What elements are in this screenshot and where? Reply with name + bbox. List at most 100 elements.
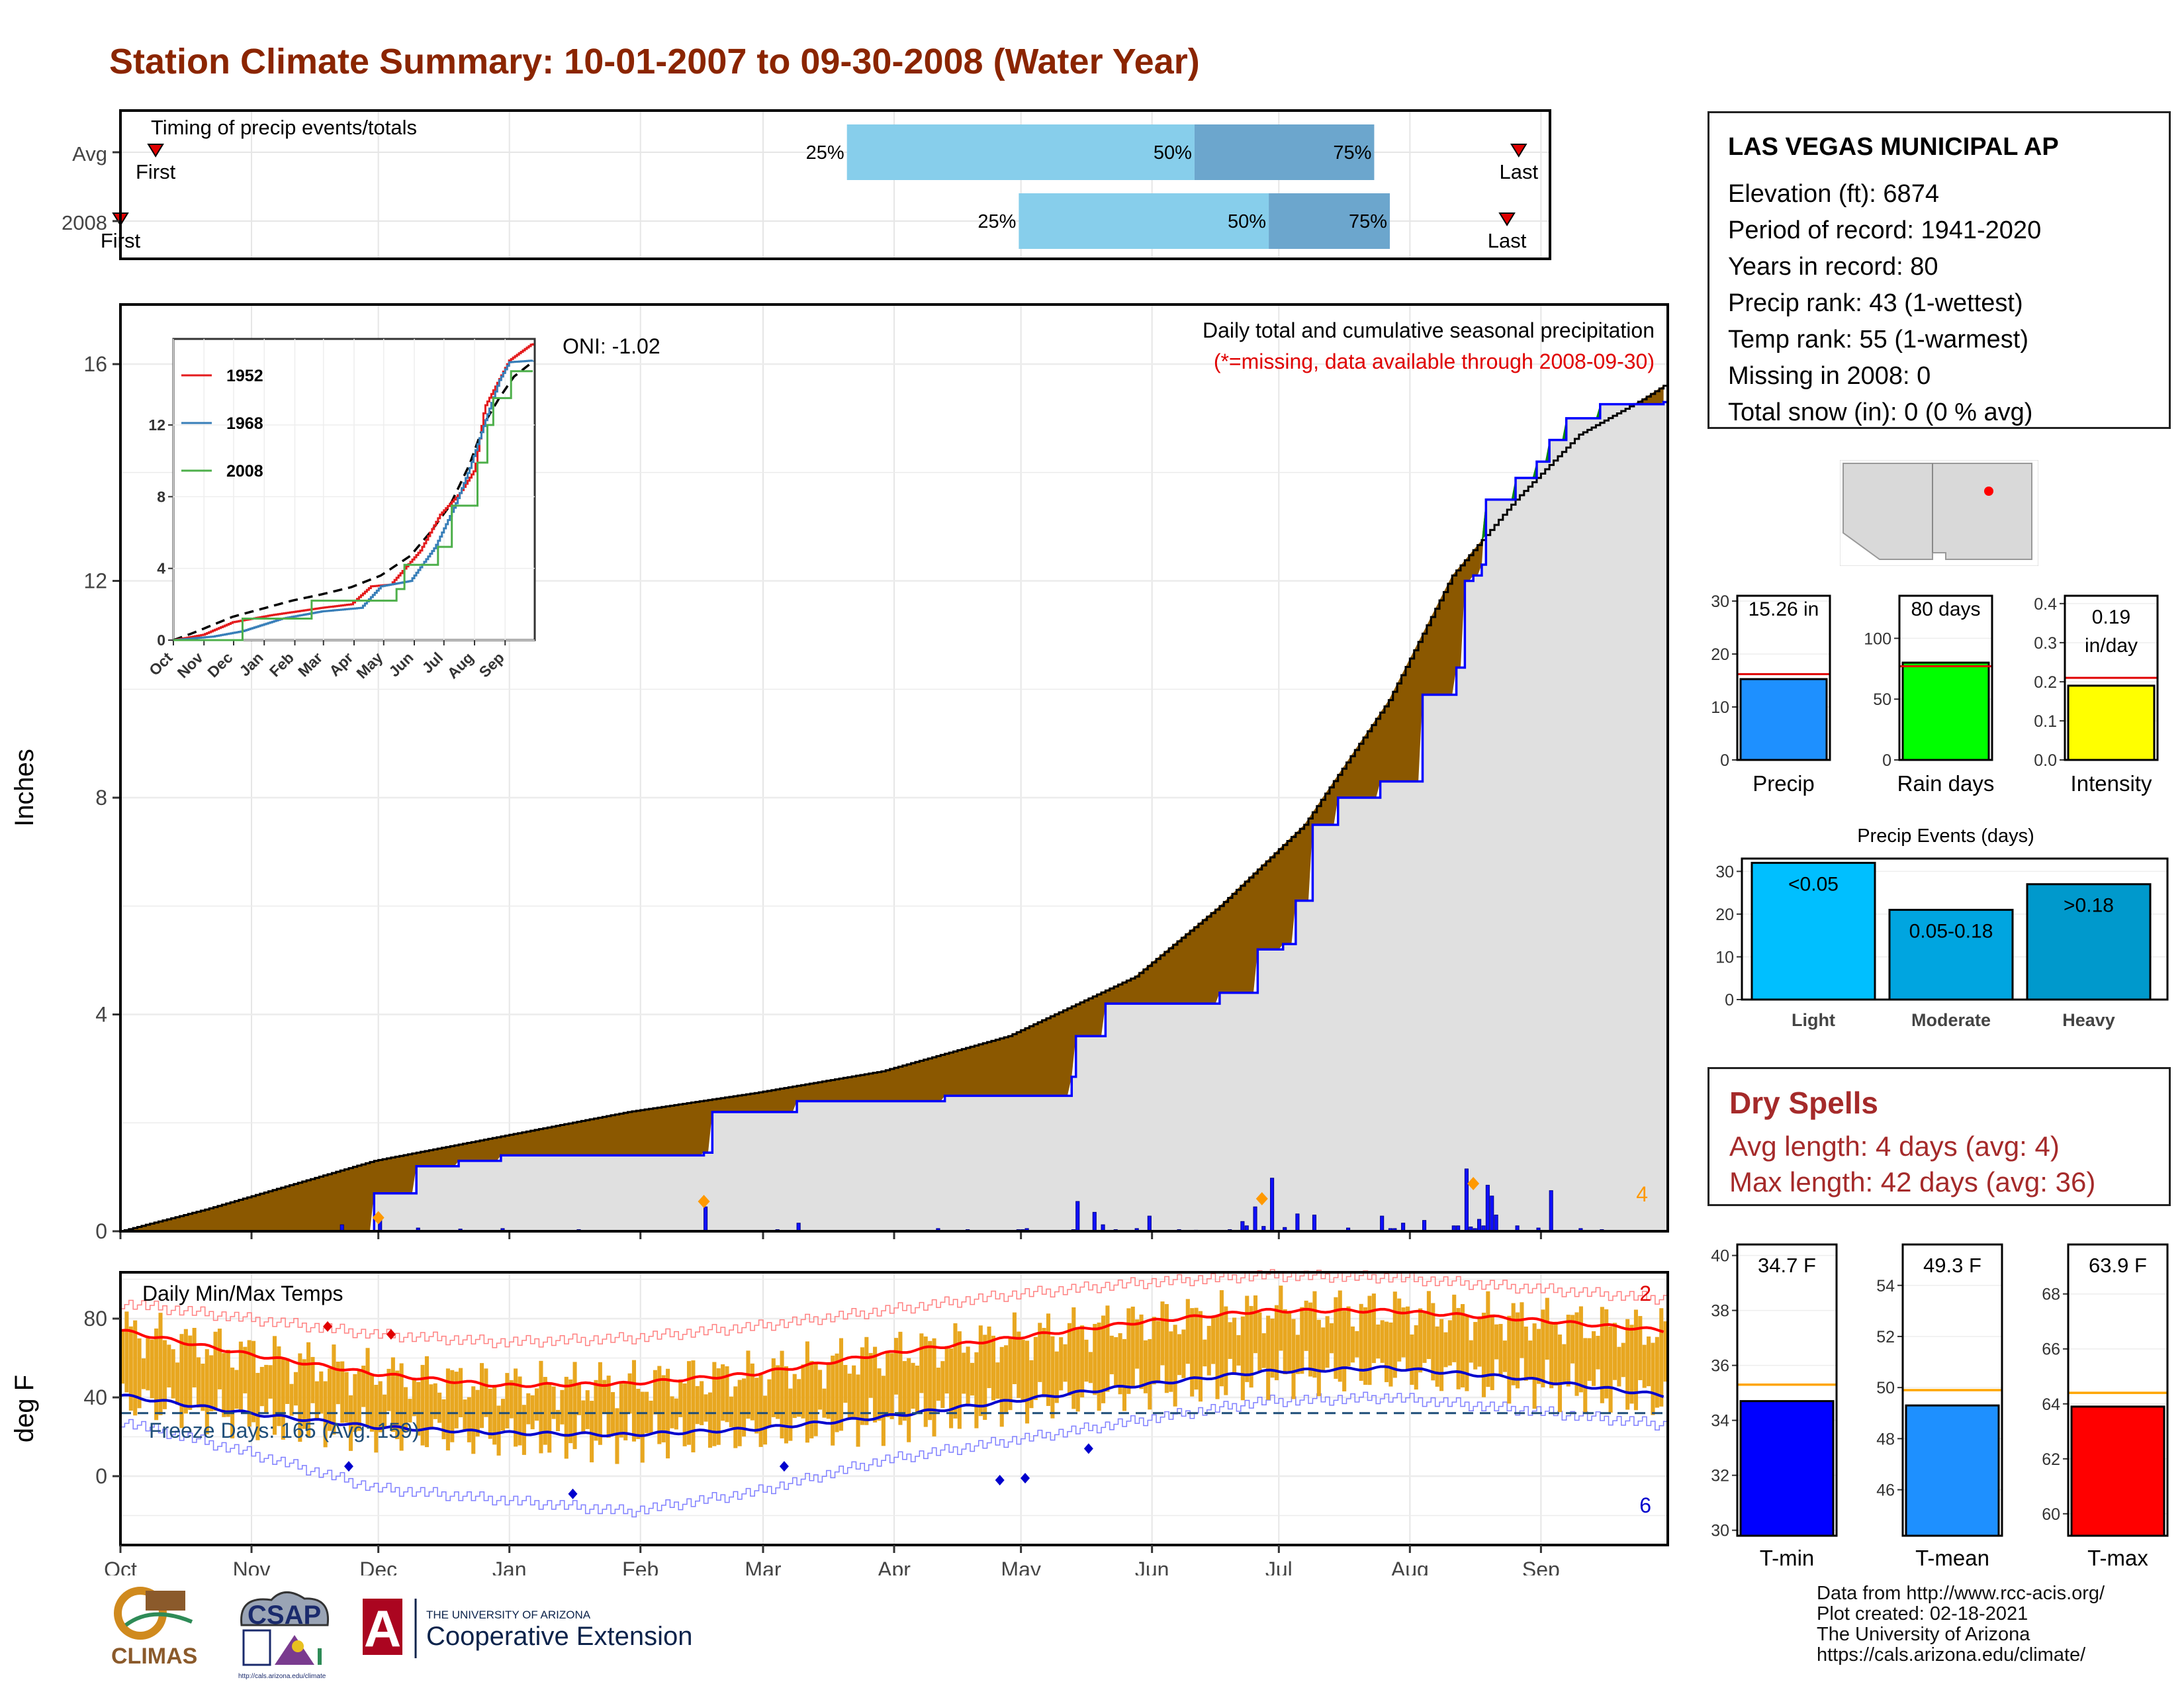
temp-daily-bar	[1481, 1313, 1486, 1397]
side-value-label: 80 days	[1911, 598, 1980, 620]
temp-daily-bar	[353, 1374, 357, 1432]
temp-daily-bar	[1071, 1307, 1076, 1409]
temp-daily-bar	[590, 1401, 594, 1463]
temp-daily-bar	[839, 1338, 844, 1431]
temp-daily-bar	[543, 1377, 547, 1445]
temp-daily-bar	[1541, 1309, 1545, 1387]
temp-daily-bar	[424, 1356, 430, 1448]
inset-month-label: Feb	[266, 649, 297, 680]
temp-daily-bar	[555, 1409, 561, 1432]
timing-bar-50-75	[1269, 193, 1390, 249]
info-years: Years in record: 80	[1728, 253, 1938, 281]
temp-daily-bar	[1545, 1297, 1549, 1360]
side-temp-ytick-label: 66	[2042, 1340, 2060, 1359]
precip-caption: Daily total and cumulative seasonal prec…	[1203, 318, 1655, 342]
temp-daily-bar	[1439, 1319, 1444, 1391]
month-label: Feb	[622, 1558, 659, 1575]
temp-daily-bar	[272, 1336, 277, 1435]
temp-daily-bar	[1067, 1323, 1071, 1396]
temp-daily-bar	[1283, 1309, 1287, 1375]
temp-daily-bar	[758, 1374, 763, 1447]
temp-daily-bar	[226, 1350, 230, 1417]
precip-daily-bar	[1253, 1206, 1257, 1232]
temp-daily-bar	[750, 1363, 754, 1421]
temp-daily-bar	[1004, 1345, 1009, 1413]
temp-daily-bar	[344, 1372, 349, 1423]
temp-daily-bar	[1473, 1322, 1478, 1370]
events-ytick-label: 30	[1715, 863, 1734, 881]
inset-legend-label: 1968	[226, 414, 263, 433]
temp-daily-bar	[454, 1372, 459, 1429]
side-temp-ytick-label: 64	[2042, 1395, 2060, 1414]
temp-daily-bar	[1042, 1328, 1046, 1397]
record-high-marker	[386, 1329, 396, 1340]
temp-daily-bar	[1443, 1332, 1448, 1368]
temp-daily-bar	[310, 1356, 315, 1403]
temp-daily-bar	[881, 1376, 886, 1446]
oni-label: ONI: -1.02	[563, 334, 660, 358]
timing-label-75: 75%	[1333, 142, 1371, 164]
temp-daily-bar	[1190, 1308, 1195, 1397]
temp-daily-bar	[281, 1359, 285, 1440]
temp-daily-bar	[217, 1329, 222, 1389]
temp-daily-bar	[686, 1361, 692, 1445]
temp-daily-bar	[238, 1341, 243, 1413]
temp-daily-bar	[1033, 1336, 1038, 1401]
temp-daily-bar	[649, 1400, 653, 1435]
timing-last-label: Last	[1499, 160, 1538, 183]
temp-daily-bar	[1329, 1323, 1334, 1354]
temp-daily-bar	[991, 1335, 995, 1401]
temp-daily-bar	[1642, 1344, 1647, 1388]
temp-daily-bar	[518, 1376, 522, 1446]
temp-daily-bar	[1240, 1316, 1245, 1401]
record-low-marker	[1021, 1472, 1030, 1483]
temp-daily-bar	[1490, 1314, 1494, 1391]
temp-daily-bar	[1050, 1336, 1055, 1419]
temp-daily-bar	[1566, 1315, 1570, 1387]
month-label: Mar	[745, 1558, 781, 1575]
csap-text: CSAP	[248, 1601, 321, 1630]
temp-daily-bar	[995, 1362, 1000, 1399]
temp-daily-bar	[496, 1405, 501, 1456]
temp-daily-bar	[983, 1335, 987, 1420]
temp-daily-bar	[1502, 1340, 1507, 1372]
credit-data-source: Data from http://www.rcc-acis.org/	[1817, 1583, 2105, 1604]
temp-daily-bar	[1410, 1334, 1414, 1385]
temp-daily-bar	[754, 1378, 759, 1434]
temp-daily-bar	[792, 1374, 797, 1419]
inset-month-label: Oct	[146, 649, 176, 679]
side-temp-ytick-label: 60	[2042, 1505, 2060, 1524]
precip-daily-bar	[1485, 1184, 1490, 1232]
temp-daily-bar	[1633, 1309, 1638, 1411]
temp-daily-bar	[1232, 1317, 1237, 1374]
side-ytick-label: 0.2	[2034, 673, 2057, 692]
temp-daily-bar	[285, 1358, 290, 1404]
timing-label: Timing of precip events/totals	[151, 116, 417, 139]
record-low-marker	[995, 1474, 1005, 1485]
side-temp-ytick-label: 36	[1711, 1357, 1729, 1376]
temp-daily-bar	[1270, 1318, 1275, 1378]
temp-daily-bar	[255, 1372, 260, 1440]
temp-daily-bar	[873, 1346, 878, 1423]
info-period: Period of record: 1941-2020	[1728, 216, 2042, 244]
temp-daily-bar	[387, 1368, 391, 1411]
temp-daily-bar	[1114, 1336, 1118, 1386]
temp-daily-bar	[1109, 1335, 1114, 1375]
temp-daily-bar	[243, 1346, 248, 1393]
temp-daily-bar	[551, 1386, 556, 1419]
temp-daily-bar	[1405, 1306, 1410, 1372]
record-low-marker	[779, 1461, 789, 1472]
locator-map	[1840, 460, 2038, 566]
temp-daily-bar	[581, 1400, 586, 1434]
temp-daily-bar	[1553, 1321, 1558, 1386]
temp-daily-bar	[230, 1367, 235, 1438]
side-temp-label: T-min	[1760, 1546, 1815, 1570]
temp-daily-bar	[340, 1361, 345, 1423]
temp-daily-bar	[179, 1334, 184, 1429]
temp-daily-bar	[666, 1368, 670, 1459]
temp-data	[120, 1269, 1668, 1518]
inset-series-line	[173, 343, 534, 641]
side-temp-ytick-label: 52	[1876, 1328, 1895, 1346]
side-temp-ytick-label: 40	[1711, 1247, 1729, 1266]
temp-daily-bar	[361, 1366, 366, 1407]
